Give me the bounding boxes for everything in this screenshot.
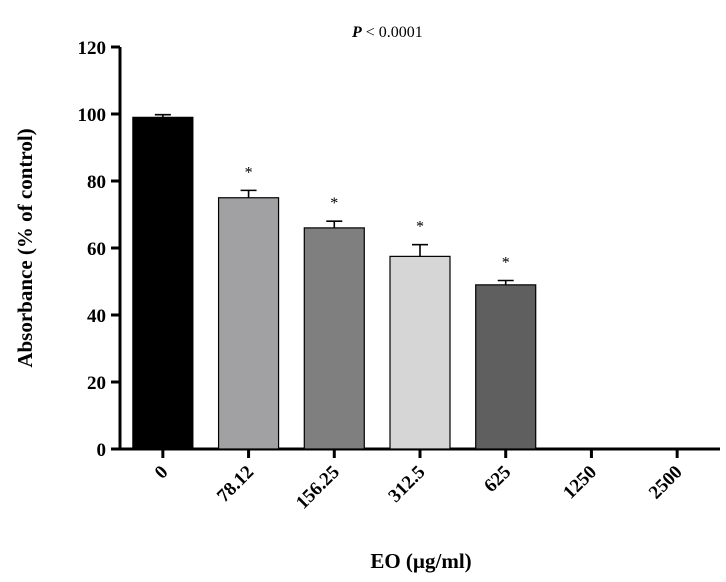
y-tick-label: 60 — [87, 239, 106, 260]
x-tick-label: 78.12 — [213, 462, 258, 507]
y-tick-label: 100 — [78, 105, 107, 126]
y-tick-label: 0 — [97, 440, 107, 461]
x-axis-title: EO (µg/ml) — [370, 549, 471, 573]
x-tick-label: 0 — [151, 462, 173, 484]
y-axis-title: Absorbance (% of control) — [13, 128, 37, 367]
x-axis: 0 78.12 156.25 312.5 625 1250 2500 — [119, 449, 721, 513]
y-tick-label: 120 — [78, 38, 107, 59]
y-tick-label: 40 — [87, 306, 106, 327]
bar — [304, 228, 364, 449]
x-tick-label: 156.25 — [292, 462, 344, 514]
p-value-annotation: P < 0.0001 — [351, 24, 423, 41]
p-text: < 0.0001 — [362, 24, 423, 41]
significance-marker: * — [416, 219, 424, 236]
p-symbol: P — [351, 24, 362, 41]
significance-marker: * — [502, 254, 510, 271]
bar — [476, 285, 536, 449]
significance-marker: * — [330, 195, 338, 212]
bar — [219, 198, 279, 449]
x-tick-label: 312.5 — [384, 462, 429, 507]
significance-marker: * — [245, 164, 253, 181]
y-tick-label: 80 — [87, 172, 106, 193]
y-axis: 0 20 40 60 80 100 120 — [78, 38, 121, 461]
annotation: P < 0.0001 — [351, 24, 423, 41]
bars: * * * * — [133, 115, 536, 449]
x-tick-label: 2500 — [645, 462, 687, 504]
x-tick-label: 1250 — [559, 462, 601, 504]
bar — [133, 117, 193, 449]
y-tick-label: 20 — [87, 373, 106, 394]
x-tick-label: 625 — [480, 462, 515, 497]
bar — [390, 256, 450, 449]
